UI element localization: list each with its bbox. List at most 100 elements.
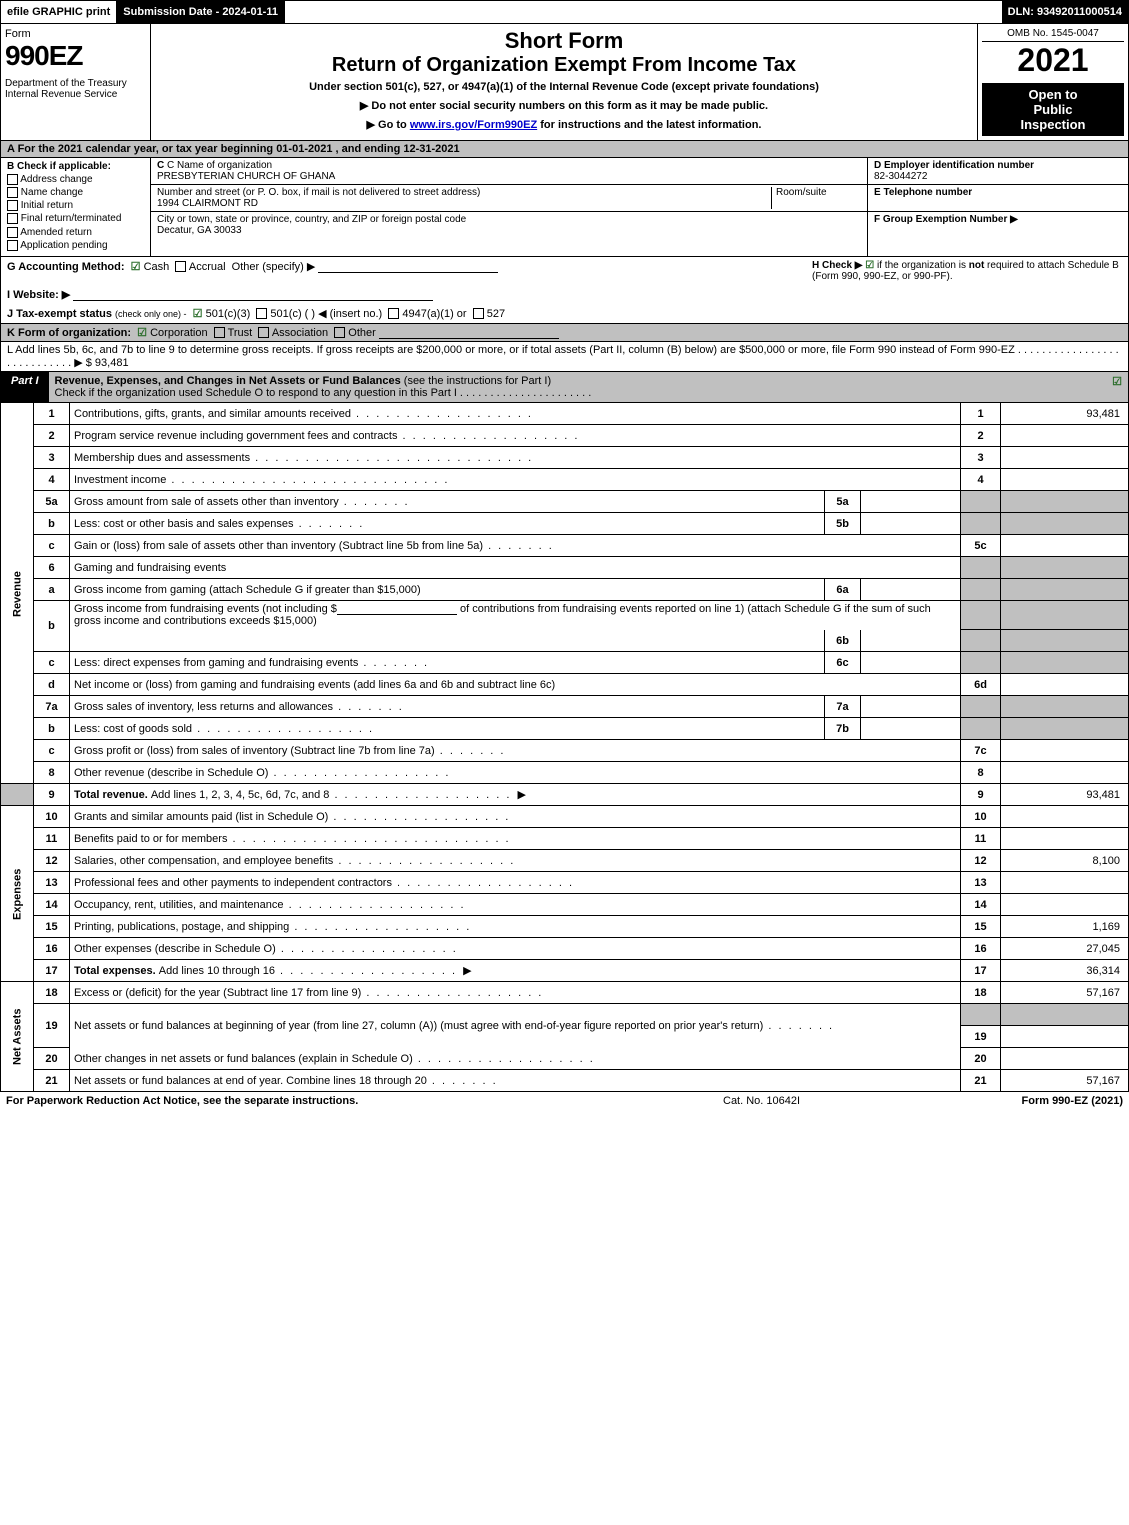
- table-row: 16 Other expenses (describe in Schedule …: [1, 938, 1129, 960]
- table-row: 2 Program service revenue including gove…: [1, 425, 1129, 447]
- line-g: G Accounting Method: ☑ Cash Accrual Othe…: [7, 260, 812, 282]
- table-row: d Net income or (loss) from gaming and f…: [1, 674, 1129, 696]
- table-row: Revenue 1 Contributions, gifts, grants, …: [1, 403, 1129, 425]
- col-b-header: B Check if applicable:: [7, 161, 111, 172]
- table-row: 21 Net assets or fund balances at end of…: [1, 1070, 1129, 1092]
- check-initial-return[interactable]: Initial return: [7, 200, 144, 211]
- table-row: 4 Investment income 4: [1, 469, 1129, 491]
- section-a-tax-year: A For the 2021 calendar year, or tax yea…: [0, 141, 1129, 158]
- table-row: 8 Other revenue (describe in Schedule O)…: [1, 762, 1129, 784]
- table-row: c Gross profit or (loss) from sales of i…: [1, 740, 1129, 762]
- table-row: 17 Total expenses. Add lines 10 through …: [1, 960, 1129, 982]
- ein-value: 82-3044272: [874, 171, 927, 182]
- table-row: 11 Benefits paid to or for members 11: [1, 828, 1129, 850]
- revenue-side-label: Revenue: [1, 403, 34, 784]
- part-i-header: Part I Revenue, Expenses, and Changes in…: [0, 372, 1129, 403]
- table-row: 6 Gaming and fundraising events: [1, 557, 1129, 579]
- form-reference: Form 990-EZ (2021): [923, 1095, 1123, 1107]
- part-title: Revenue, Expenses, and Changes in Net As…: [49, 372, 1107, 402]
- table-row: 13 Professional fees and other payments …: [1, 872, 1129, 894]
- check-name-change[interactable]: Name change: [7, 187, 144, 198]
- form-number: 990EZ: [5, 40, 146, 72]
- check-application-pending[interactable]: Application pending: [7, 240, 144, 251]
- goto-instruction: ▶ Go to www.irs.gov/Form990EZ for instru…: [159, 118, 969, 131]
- org-info-block: B Check if applicable: Address change Na…: [0, 158, 1129, 257]
- part-label: Part I: [1, 372, 49, 402]
- line-18-value: 57,167: [1001, 982, 1129, 1004]
- group-exemption-label: F Group Exemption Number ▶: [874, 214, 1018, 225]
- org-name-label: C Name of organization: [167, 160, 272, 171]
- table-row: c Less: direct expenses from gaming and …: [1, 652, 1129, 674]
- street-label: Number and street (or P. O. box, if mail…: [157, 187, 480, 198]
- table-row: 7a Gross sales of inventory, less return…: [1, 696, 1129, 718]
- line-l: L Add lines 5b, 6c, and 7b to line 9 to …: [0, 342, 1129, 372]
- room-suite-label: Room/suite: [776, 187, 827, 198]
- ssn-warning: ▶ Do not enter social security numbers o…: [159, 99, 969, 112]
- accrual-checkbox[interactable]: [175, 261, 186, 272]
- dln-label: DLN: 93492011000514: [1002, 1, 1128, 23]
- line-j: J Tax-exempt status (check only one) - ☑…: [7, 307, 1122, 320]
- under-section: Under section 501(c), 527, or 4947(a)(1)…: [159, 81, 969, 93]
- irs-label: Internal Revenue Service: [5, 89, 146, 100]
- open-to-public: Open to Public Inspection: [982, 83, 1124, 136]
- submission-date-label: Submission Date - 2024-01-11: [117, 1, 285, 23]
- line-21-value: 57,167: [1001, 1070, 1129, 1092]
- table-row: b Less: cost of goods sold 7b: [1, 718, 1129, 740]
- city-value: Decatur, GA 30033: [157, 225, 242, 236]
- line-h: H Check ▶ ☑ if the organization is not r…: [812, 260, 1122, 282]
- irs-link[interactable]: www.irs.gov/Form990EZ: [410, 119, 537, 131]
- table-row: a Gross income from gaming (attach Sched…: [1, 579, 1129, 601]
- org-name-value: PRESBYTERIAN CHURCH OF GHANA: [157, 171, 335, 182]
- line-k: K Form of organization: ☑ Corporation Tr…: [0, 324, 1129, 342]
- check-amended-return[interactable]: Amended return: [7, 227, 144, 238]
- table-row: 15 Printing, publications, postage, and …: [1, 916, 1129, 938]
- line-12-value: 8,100: [1001, 850, 1129, 872]
- line-9-total-revenue: 93,481: [1001, 784, 1129, 806]
- city-label: City or town, state or province, country…: [157, 214, 466, 225]
- efile-print-label: efile GRAPHIC print: [1, 1, 117, 23]
- catalog-number: Cat. No. 10642I: [723, 1095, 923, 1107]
- header-left: Form 990EZ Department of the Treasury In…: [1, 24, 151, 140]
- table-row: 19 Net assets or fund balances at beginn…: [1, 1004, 1129, 1026]
- table-row: Expenses 10 Grants and similar amounts p…: [1, 806, 1129, 828]
- column-d-e-f: D Employer identification number 82-3044…: [868, 158, 1128, 256]
- table-row: 12 Salaries, other compensation, and emp…: [1, 850, 1129, 872]
- table-row: c Gain or (loss) from sale of assets oth…: [1, 535, 1129, 557]
- page-footer: For Paperwork Reduction Act Notice, see …: [0, 1092, 1129, 1110]
- check-icon: ☑: [137, 327, 147, 339]
- line-i: I Website: ▶: [7, 288, 1122, 301]
- line-17-total-expenses: 36,314: [1001, 960, 1129, 982]
- net-assets-side-label: Net Assets: [1, 982, 34, 1092]
- header-center: Short Form Return of Organization Exempt…: [151, 24, 978, 140]
- check-final-return[interactable]: Final return/terminated: [7, 213, 144, 224]
- table-row: Net Assets 18 Excess or (deficit) for th…: [1, 982, 1129, 1004]
- check-address-change[interactable]: Address change: [7, 174, 144, 185]
- part-i-checkbox[interactable]: ☑: [1106, 372, 1128, 402]
- top-bar: efile GRAPHIC print Submission Date - 20…: [0, 0, 1129, 24]
- column-b-checkboxes: B Check if applicable: Address change Na…: [1, 158, 151, 256]
- table-row: b Less: cost or other basis and sales ex…: [1, 513, 1129, 535]
- table-row: 20 Other changes in net assets or fund b…: [1, 1048, 1129, 1070]
- misc-block: G Accounting Method: ☑ Cash Accrual Othe…: [0, 257, 1129, 324]
- column-c-org: C C Name of organization PRESBYTERIAN CH…: [151, 158, 868, 256]
- dept-label: Department of the Treasury: [5, 78, 146, 89]
- check-icon: ☑: [865, 260, 874, 271]
- ein-label: D Employer identification number: [874, 160, 1034, 171]
- table-row: 6b: [1, 630, 1129, 652]
- form-header: Form 990EZ Department of the Treasury In…: [0, 24, 1129, 141]
- table-row: 14 Occupancy, rent, utilities, and maint…: [1, 894, 1129, 916]
- short-form-title: Short Form: [159, 28, 969, 54]
- check-icon: ☑: [193, 308, 203, 320]
- paperwork-notice: For Paperwork Reduction Act Notice, see …: [6, 1095, 723, 1107]
- part-i-table: Revenue 1 Contributions, gifts, grants, …: [0, 403, 1129, 1093]
- table-row: 3 Membership dues and assessments 3: [1, 447, 1129, 469]
- line-15-value: 1,169: [1001, 916, 1129, 938]
- table-row: b Gross income from fundraising events (…: [1, 601, 1129, 630]
- line-16-value: 27,045: [1001, 938, 1129, 960]
- omb-number: OMB No. 1545-0047: [982, 28, 1124, 42]
- return-title: Return of Organization Exempt From Incom…: [159, 54, 969, 77]
- header-right: OMB No. 1545-0047 2021 Open to Public In…: [978, 24, 1128, 140]
- form-word: Form: [5, 28, 146, 40]
- check-icon: ☑: [131, 261, 141, 273]
- table-row: 9 Total revenue. Add lines 1, 2, 3, 4, 5…: [1, 784, 1129, 806]
